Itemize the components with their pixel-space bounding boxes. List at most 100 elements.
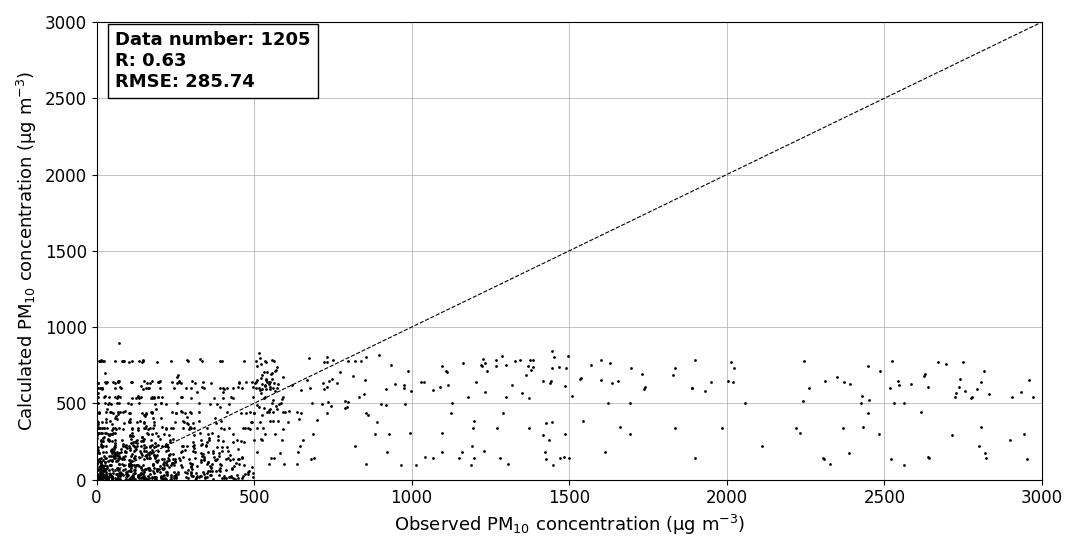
Point bbox=[114, 439, 132, 448]
Point bbox=[213, 447, 231, 455]
Point bbox=[179, 469, 196, 477]
Point bbox=[93, 441, 110, 450]
Point bbox=[208, 442, 225, 451]
Point bbox=[127, 451, 144, 460]
Point bbox=[512, 356, 529, 365]
Point bbox=[201, 434, 218, 443]
Point bbox=[204, 466, 221, 475]
Point bbox=[559, 454, 577, 463]
Point bbox=[276, 407, 293, 416]
Point bbox=[158, 471, 176, 480]
Point bbox=[94, 442, 111, 450]
Point bbox=[135, 384, 152, 393]
Point bbox=[109, 415, 126, 424]
Point bbox=[322, 402, 340, 411]
Point bbox=[97, 378, 114, 387]
Point bbox=[150, 464, 167, 473]
Point bbox=[198, 468, 216, 477]
Point bbox=[139, 379, 156, 388]
Point bbox=[100, 452, 118, 461]
Point bbox=[115, 460, 133, 469]
Point bbox=[507, 356, 524, 365]
Point bbox=[247, 356, 264, 365]
Point bbox=[124, 471, 141, 480]
Point bbox=[235, 461, 252, 470]
Point bbox=[622, 399, 639, 407]
Point bbox=[168, 373, 185, 381]
Point bbox=[358, 353, 375, 362]
Point bbox=[881, 384, 898, 392]
Point bbox=[443, 409, 460, 418]
Point bbox=[143, 409, 161, 418]
Point bbox=[154, 393, 171, 402]
Point bbox=[89, 393, 107, 402]
Point bbox=[437, 367, 454, 376]
Point bbox=[513, 388, 530, 397]
Point bbox=[161, 450, 178, 459]
Point bbox=[143, 429, 161, 438]
Point bbox=[192, 456, 209, 465]
Point bbox=[308, 416, 326, 424]
Point bbox=[290, 448, 307, 457]
Point bbox=[235, 424, 252, 433]
Point bbox=[106, 448, 123, 457]
Point bbox=[102, 472, 120, 481]
Point bbox=[224, 430, 241, 439]
Point bbox=[261, 460, 278, 469]
Point bbox=[112, 384, 129, 392]
Point bbox=[127, 475, 144, 484]
Point bbox=[218, 454, 235, 463]
Point bbox=[149, 466, 166, 475]
Point bbox=[167, 471, 184, 480]
Point bbox=[132, 469, 149, 478]
Point bbox=[106, 452, 123, 461]
Point bbox=[175, 417, 192, 426]
Point bbox=[88, 456, 106, 465]
Point bbox=[89, 399, 107, 407]
Point bbox=[523, 365, 540, 374]
Point bbox=[191, 417, 208, 426]
Point bbox=[126, 462, 143, 471]
Point bbox=[367, 429, 384, 438]
Point bbox=[123, 461, 140, 470]
Point bbox=[604, 379, 621, 388]
Point bbox=[92, 470, 109, 479]
Point bbox=[503, 381, 521, 390]
Point bbox=[155, 429, 172, 438]
Point bbox=[137, 474, 154, 482]
Point bbox=[184, 418, 202, 427]
Point bbox=[96, 392, 113, 401]
Point bbox=[213, 357, 231, 365]
Point bbox=[207, 413, 224, 422]
Point bbox=[602, 359, 619, 368]
Point bbox=[250, 403, 267, 412]
Point bbox=[488, 423, 506, 432]
Point bbox=[108, 451, 125, 460]
Point bbox=[92, 468, 109, 477]
Point bbox=[174, 463, 191, 471]
Point bbox=[455, 358, 472, 367]
Point bbox=[91, 466, 108, 475]
Point bbox=[251, 385, 268, 394]
Point bbox=[116, 465, 134, 474]
Point bbox=[359, 411, 376, 420]
Point bbox=[205, 449, 222, 458]
Point bbox=[147, 429, 164, 438]
Point bbox=[110, 469, 127, 477]
Point bbox=[178, 473, 195, 482]
Point bbox=[245, 473, 262, 481]
Point bbox=[636, 384, 653, 393]
Point bbox=[544, 353, 562, 362]
Point bbox=[142, 394, 160, 402]
Point bbox=[177, 446, 194, 455]
Point bbox=[141, 423, 158, 432]
Point bbox=[168, 399, 185, 408]
Point bbox=[205, 394, 222, 403]
Point bbox=[210, 465, 227, 474]
Point bbox=[259, 377, 276, 386]
Point bbox=[139, 449, 156, 458]
Point bbox=[192, 458, 209, 466]
Point bbox=[98, 378, 115, 386]
Point bbox=[552, 454, 569, 463]
Point bbox=[252, 389, 270, 397]
